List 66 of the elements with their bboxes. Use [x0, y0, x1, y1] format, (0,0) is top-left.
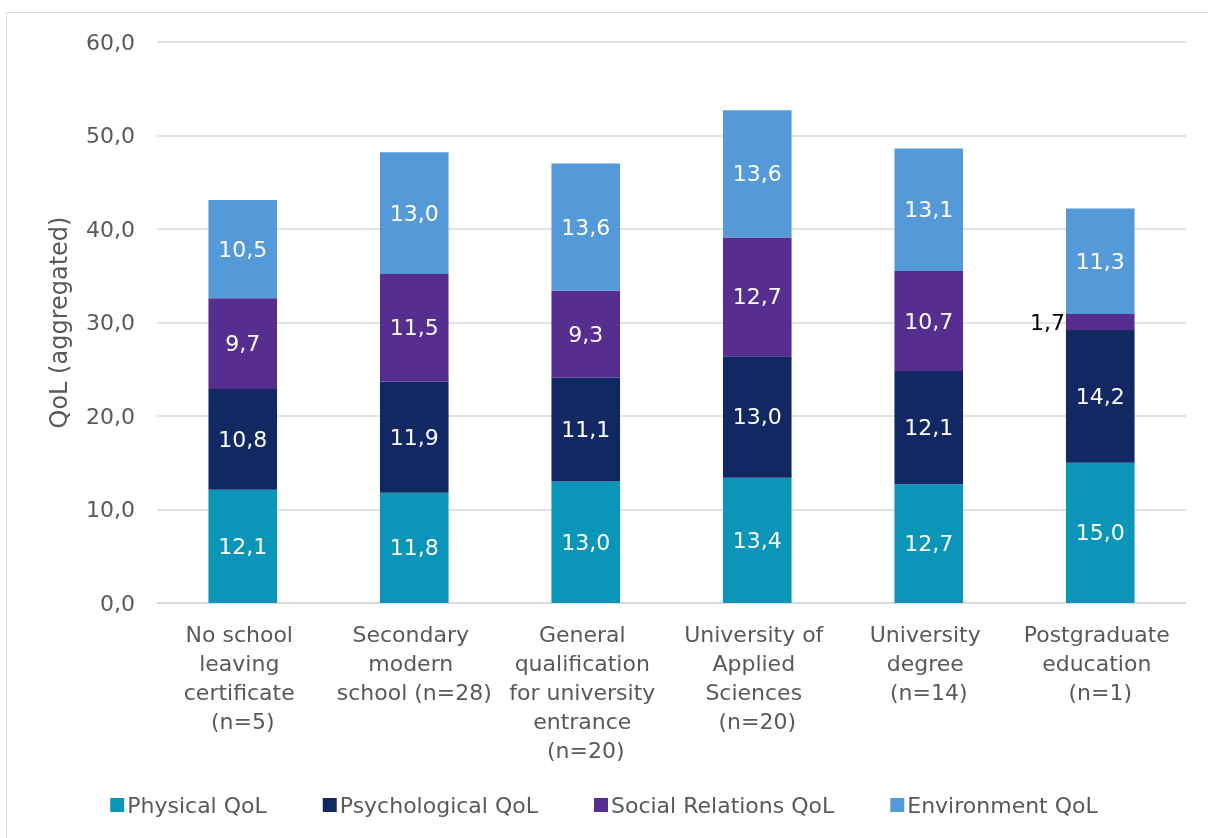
bar [894, 148, 964, 272]
data-label: 12,7 [904, 531, 954, 557]
bar [208, 489, 278, 603]
bar [208, 200, 278, 299]
y-axis-title: QoL (aggregated) [45, 216, 73, 429]
bar [1065, 314, 1135, 330]
bar [722, 237, 792, 357]
bar [722, 110, 792, 238]
bar [379, 492, 449, 603]
bar [722, 356, 792, 478]
data-label: 11,9 [389, 424, 439, 450]
bar [722, 477, 792, 603]
data-label: 10,5 [218, 236, 268, 262]
bar [551, 290, 621, 378]
y-tick-label: 40,0 [86, 216, 135, 242]
data-label: 15,0 [1075, 520, 1125, 546]
x-tick-label: Secondary modern school (n=28) [336, 622, 492, 705]
x-tick-label: General qualification for university entrance (n=20) [509, 622, 663, 763]
bar [208, 298, 278, 389]
y-tick-label: 20,0 [86, 403, 135, 429]
bar [551, 163, 621, 291]
y-tick-label: 50,0 [86, 123, 135, 148]
y-tick-label: 30,0 [86, 310, 135, 335]
bar [379, 273, 449, 382]
data-label: 12,1 [218, 533, 268, 559]
data-label: 13,4 [732, 527, 782, 553]
bar [551, 481, 621, 603]
data-label: 13,0 [732, 404, 782, 430]
legend-label: Physical QoL [127, 792, 268, 818]
legend-label: Social Relations QoL [610, 792, 835, 818]
bar [894, 371, 964, 485]
x-tick-label: Postgraduate education (n=1) [1023, 622, 1177, 705]
data-label: 11,8 [389, 535, 439, 561]
bar [551, 377, 621, 482]
y-tick-label: 0,0 [100, 590, 135, 616]
data-label: 10,8 [218, 426, 268, 452]
data-label: 13,0 [561, 529, 611, 555]
y-tick-label: 10,0 [86, 497, 135, 522]
bar [1065, 462, 1135, 603]
data-label: 11,3 [1075, 248, 1125, 274]
data-label: 13,6 [732, 161, 782, 187]
data-label: 13,0 [389, 200, 439, 226]
data-label: 11,1 [561, 417, 611, 443]
bar [894, 484, 964, 603]
data-label: 9,3 [568, 321, 604, 347]
x-tick-label: No school leaving certificate (n=5) [183, 622, 302, 734]
bar [379, 381, 449, 493]
y-tick-label: 60,0 [86, 29, 135, 55]
data-label: 12,1 [904, 415, 954, 441]
x-tick-label: University of Applied Sciences (n=20) [684, 622, 831, 734]
data-label: 10,7 [904, 308, 954, 334]
bar [208, 388, 278, 490]
data-label: 9,7 [225, 331, 261, 357]
bar [894, 271, 964, 372]
bar [1065, 208, 1135, 315]
data-label: 12,7 [732, 284, 782, 310]
data-label: 11,5 [389, 315, 439, 341]
legend-label: Psychological QoL [339, 792, 539, 818]
x-tick-label: University degree (n=14) [869, 622, 988, 705]
data-label: 1,7 [1029, 309, 1065, 335]
bar [1065, 329, 1135, 463]
bar [379, 152, 449, 274]
data-label: 13,6 [561, 214, 611, 240]
data-label: 13,1 [904, 197, 954, 223]
legend-label: Environment QoL [907, 792, 1099, 818]
data-label: 14,2 [1075, 383, 1125, 409]
